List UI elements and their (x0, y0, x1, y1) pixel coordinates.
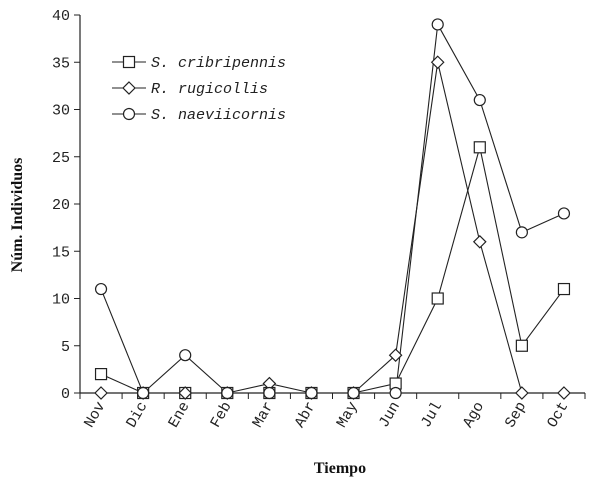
y-axis-ticks: 0 5 10 15 20 25 30 35 40 (52, 8, 80, 403)
marker-square (431, 292, 444, 305)
x-axis-title: Tiempo (314, 460, 366, 477)
y-tick-label: 25 (52, 150, 70, 167)
x-tick-label: Feb (207, 399, 235, 431)
marker-circle (347, 386, 360, 400)
marker-circle (137, 386, 150, 400)
marker-circle (305, 386, 318, 400)
x-tick-label: May (334, 399, 362, 431)
y-axis-title: Núm. Individuos (9, 158, 26, 273)
y-tick-label: 0 (61, 386, 70, 403)
legend: S. cribripennis R. rugicollis S. naeviicor… (112, 55, 286, 124)
y-tick-label: 20 (52, 197, 70, 214)
marker-circle (179, 349, 192, 362)
marker-circle (557, 207, 571, 220)
y-tick-label: 15 (52, 244, 70, 261)
marker-square (515, 339, 528, 352)
legend-label: S. naeviicornis (151, 107, 286, 124)
x-tick-label: Sep (502, 399, 530, 431)
marker-square (557, 282, 571, 296)
marker-circle (431, 18, 444, 31)
y-tick-label: 5 (61, 339, 70, 356)
x-axis-ticks: Nov Dic Ene Feb Mar Abr May Jun Jul Ago Sep Oct (79, 393, 586, 431)
marker-square (473, 141, 486, 154)
legend-label: R. rugicollis (151, 81, 268, 98)
x-tick-label: Oct (544, 399, 572, 431)
marker-diamond (94, 386, 108, 400)
series-lines (100, 22, 565, 394)
x-tick-label: Abr (292, 399, 320, 431)
marker-square (94, 368, 108, 381)
x-tick-label: Ago (460, 399, 488, 431)
x-tick-label: Jun (376, 399, 404, 431)
legend-label: S. cribripennis (151, 55, 286, 72)
x-tick-label: Dic (123, 399, 151, 431)
marker-diamond (388, 348, 403, 363)
marker-diamond (430, 55, 445, 70)
marker-diamond (515, 386, 529, 400)
marker-square (122, 55, 136, 69)
marker-diamond (178, 386, 193, 400)
marker-circle (94, 282, 108, 296)
marker-diamond (472, 234, 487, 249)
marker-circle (389, 386, 402, 400)
y-tick-label: 10 (52, 292, 70, 309)
series-line (100, 22, 565, 394)
x-tick-label: Mar (249, 399, 277, 431)
x-tick-label: Jul (418, 399, 446, 431)
y-tick-label: 35 (52, 55, 70, 72)
y-tick-label: 40 (52, 8, 70, 25)
marker-diamond (122, 81, 136, 95)
marker-diamond (557, 386, 571, 400)
marker-circle (515, 226, 528, 239)
marker-circle (473, 93, 486, 107)
marker-circle (221, 386, 234, 400)
x-tick-label: Ene (165, 399, 193, 431)
series-markers (94, 18, 571, 400)
marker-circle (263, 386, 276, 400)
marker-circle (122, 107, 136, 121)
y-tick-label: 30 (52, 103, 70, 120)
series-line (100, 147, 565, 394)
x-tick-label: Nov (81, 399, 109, 431)
